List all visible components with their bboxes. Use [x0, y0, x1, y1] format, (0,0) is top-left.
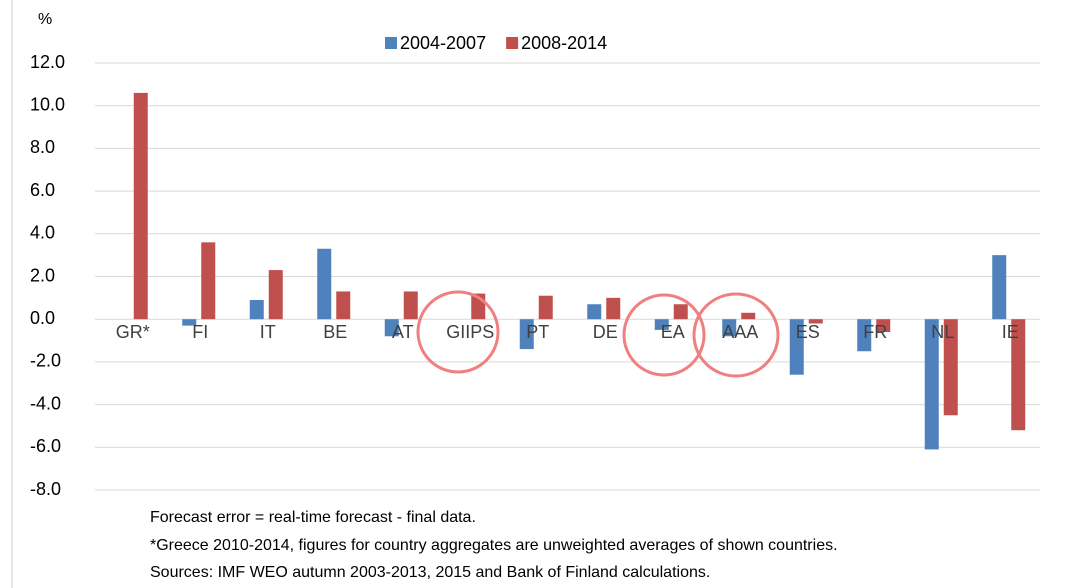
highlight-circle — [416, 290, 500, 374]
bar — [857, 319, 872, 352]
y-tick-label: -8.0 — [30, 479, 61, 499]
x-tick-label: EA — [661, 322, 685, 342]
y-tick-label: 8.0 — [30, 137, 55, 157]
y-tick-label: 0.0 — [30, 308, 55, 328]
bar — [403, 291, 418, 320]
bar — [384, 319, 399, 337]
x-tick-label: AAA — [722, 322, 758, 342]
bar — [1011, 319, 1026, 431]
x-tick-label: GIIPS — [446, 322, 494, 342]
bar — [249, 299, 264, 320]
y-tick-label: 4.0 — [30, 223, 55, 243]
legend-swatch — [385, 37, 397, 49]
y-tick-label: 10.0 — [30, 94, 65, 114]
bar — [741, 312, 756, 320]
bar — [201, 242, 216, 320]
x-tick-label: DE — [593, 322, 618, 342]
bar — [924, 319, 939, 450]
bar — [133, 92, 148, 320]
footnote: Sources: IMF WEO autumn 2003-2013, 2015 … — [150, 564, 710, 581]
y-tick-label: -6.0 — [30, 436, 61, 456]
bar — [336, 291, 351, 320]
y-axis-label: % — [38, 11, 52, 28]
bar — [654, 319, 669, 330]
y-tick-label: 12.0 — [30, 52, 65, 72]
y-tick-label: 2.0 — [30, 265, 55, 285]
y-tick-label: -2.0 — [30, 351, 61, 371]
bar — [992, 255, 1007, 320]
x-tick-label: NL — [931, 322, 954, 342]
x-tick-label: IT — [260, 322, 276, 342]
legend-label: 2004-2007 — [400, 33, 486, 53]
x-tick-label: ES — [796, 322, 820, 342]
y-tick-label: 6.0 — [30, 180, 55, 200]
x-tick-label: AT — [392, 322, 414, 342]
bar — [519, 319, 534, 350]
x-tick-label: IE — [1002, 322, 1019, 342]
bar — [943, 319, 958, 416]
x-tick-label: FI — [192, 322, 208, 342]
bar — [876, 319, 891, 333]
highlight-circles — [416, 290, 780, 378]
highlight-circle — [622, 293, 706, 377]
highlight-circle — [692, 292, 780, 378]
bar — [268, 270, 283, 320]
bar — [673, 304, 688, 320]
bar — [606, 297, 621, 320]
bar — [587, 304, 602, 320]
bar — [722, 319, 737, 337]
bar — [789, 319, 804, 375]
x-tick-label: GR* — [116, 322, 150, 342]
x-tick-label: BE — [323, 322, 347, 342]
bar — [317, 248, 332, 320]
footnote: Forecast error = real-time forecast - fi… — [150, 509, 476, 526]
x-tick-label: PT — [526, 322, 549, 342]
bar — [808, 319, 823, 324]
footnote: *Greece 2010-2014, figures for country a… — [150, 537, 838, 554]
bar — [182, 319, 197, 326]
plot: -8.0 -6.0 -4.0 -2.0 0.0 2.0 4.0 6.0 8.0 10.0 12.0 G… — [30, 33, 1040, 499]
legend-swatch — [506, 37, 519, 49]
x-tick-label: FR — [863, 322, 887, 342]
y-tick-label: -4.0 — [30, 393, 61, 413]
bar — [538, 295, 553, 320]
legend-label: 2008-2014 — [521, 33, 607, 53]
